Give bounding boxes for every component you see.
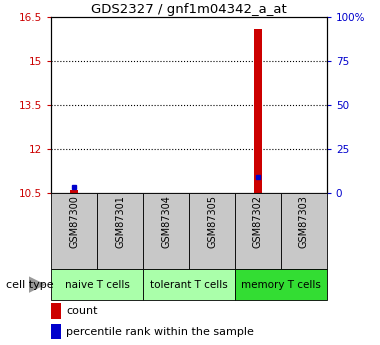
Text: GSM87302: GSM87302 <box>253 196 263 248</box>
Bar <box>97 193 143 269</box>
Title: GDS2327 / gnf1m04342_a_at: GDS2327 / gnf1m04342_a_at <box>91 3 287 16</box>
Text: count: count <box>66 306 98 316</box>
Text: tolerant T cells: tolerant T cells <box>150 280 228 289</box>
Text: GSM87304: GSM87304 <box>161 196 171 248</box>
Bar <box>143 269 235 300</box>
Bar <box>143 193 189 269</box>
Bar <box>51 269 143 300</box>
Bar <box>189 193 235 269</box>
Bar <box>51 303 61 319</box>
Text: cell type: cell type <box>6 280 53 289</box>
Bar <box>281 193 327 269</box>
Bar <box>235 193 281 269</box>
Text: GSM87303: GSM87303 <box>299 196 309 248</box>
Text: memory T cells: memory T cells <box>241 280 321 289</box>
Polygon shape <box>28 276 46 293</box>
Bar <box>70 190 78 193</box>
Text: GSM87301: GSM87301 <box>115 196 125 248</box>
Text: naive T cells: naive T cells <box>65 280 130 289</box>
Bar <box>254 29 262 193</box>
Bar <box>51 193 97 269</box>
Text: GSM87300: GSM87300 <box>69 196 79 248</box>
Bar <box>235 269 327 300</box>
Text: percentile rank within the sample: percentile rank within the sample <box>66 327 254 337</box>
Text: GSM87305: GSM87305 <box>207 196 217 248</box>
Bar <box>51 324 61 339</box>
